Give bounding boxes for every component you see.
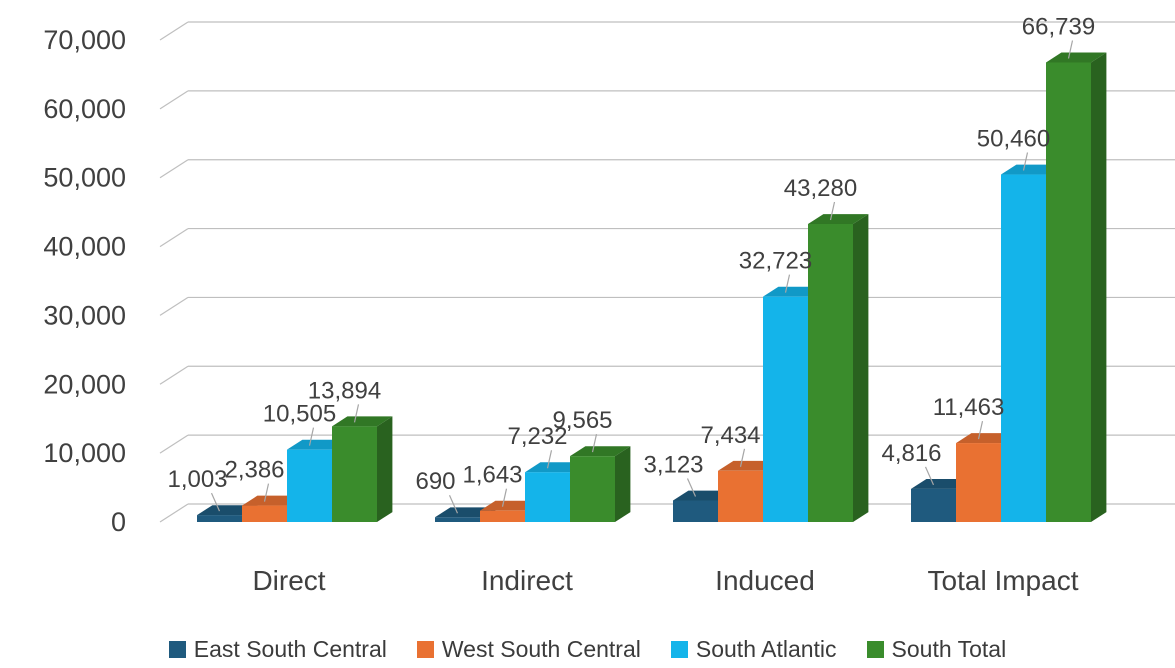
bar: [911, 488, 956, 522]
bar: [1001, 174, 1046, 522]
bar-top: [808, 214, 869, 224]
y-tick-label: 70,000: [43, 25, 126, 55]
bar-top: [332, 416, 393, 427]
data-label: 11,463: [933, 394, 1005, 421]
gridline-depth: [159, 21, 189, 41]
leader-line: [829, 201, 836, 221]
data-label: 690: [415, 468, 455, 495]
data-label: 10,505: [263, 401, 336, 428]
gridline-depth: [159, 228, 189, 248]
y-tick-label: 10,000: [43, 438, 126, 468]
data-label: 1,643: [462, 462, 522, 489]
data-label: 7,434: [700, 422, 760, 449]
y-tick-label: 20,000: [43, 369, 126, 399]
legend-label: West South Central: [441, 635, 641, 662]
legend-swatch: [416, 640, 434, 658]
x-tick-label: Indirect: [481, 565, 573, 596]
bar: [435, 517, 480, 522]
bar: [525, 472, 570, 522]
data-label: 1,003: [167, 466, 227, 493]
leader-line: [739, 448, 746, 467]
legend-item: East South Central: [168, 635, 387, 663]
leader-line: [924, 466, 935, 486]
legend-label: South Total: [891, 635, 1007, 662]
data-label: 32,723: [739, 248, 812, 275]
legend-label: South Atlantic: [695, 635, 837, 662]
leader-line: [591, 434, 598, 453]
bar: [1046, 62, 1091, 522]
bar: [956, 443, 1001, 522]
bar: [673, 500, 718, 522]
leader-line: [353, 404, 360, 423]
leader-line: [546, 450, 553, 469]
leader-line: [263, 483, 270, 502]
leader-line: [977, 420, 984, 440]
y-tick-label: 0: [111, 507, 126, 537]
bar: [808, 223, 853, 523]
legend-swatch: [866, 640, 884, 658]
x-tick-label: Induced: [715, 565, 815, 596]
x-axis-ticks: Direct Indirect Induced Total Impact: [252, 565, 1078, 596]
label-leader-lines: [210, 40, 1074, 514]
gridline-depth: [159, 159, 189, 179]
leader-line: [448, 495, 459, 514]
gridline-depth: [159, 296, 189, 316]
bar: [570, 456, 615, 522]
legend-item: West South Central: [416, 635, 641, 663]
legend-item: South Atlantic: [670, 635, 837, 663]
y-tick-label: 50,000: [43, 163, 126, 193]
bar-top: [1046, 52, 1107, 63]
data-label: 7,232: [507, 423, 567, 450]
data-label: 50,460: [977, 126, 1050, 153]
leader-line: [210, 492, 221, 512]
bar-side: [853, 214, 869, 522]
leader-line: [686, 478, 697, 497]
bar-side: [615, 446, 631, 522]
bar-side: [377, 416, 393, 522]
leader-line: [1022, 152, 1029, 171]
legend-swatch: [168, 640, 186, 658]
legend: East South Central West South Central Sout…: [0, 632, 1175, 666]
x-tick-label: Direct: [252, 565, 325, 596]
bar: [242, 505, 287, 522]
leader-line: [1067, 40, 1074, 59]
data-label: 9,565: [552, 407, 612, 434]
y-axis-ticks: 0 10,000 20,000 30,000 40,000 50,000 60,000 70,…: [43, 25, 126, 537]
bar: [763, 296, 808, 522]
bars: [197, 52, 1107, 523]
legend-item: South Total: [866, 635, 1007, 663]
bar: [718, 470, 763, 522]
bar: [332, 426, 377, 522]
bar-side: [1091, 52, 1107, 522]
bar-chart: 0 10,000 20,000 30,000 40,000 50,000 60,000 70,…: [43, 13, 1175, 596]
data-label: 13,894: [308, 377, 381, 404]
legend-swatch: [670, 640, 688, 658]
data-label: 2,386: [224, 457, 284, 484]
bar: [480, 510, 525, 522]
bar: [287, 449, 332, 522]
leader-line: [784, 274, 791, 293]
leader-line: [308, 427, 315, 446]
y-tick-label: 60,000: [43, 94, 126, 124]
x-tick-label: Total Impact: [928, 565, 1079, 596]
gridline-depth: [159, 90, 189, 110]
data-label: 3,123: [643, 451, 703, 478]
y-tick-label: 30,000: [43, 300, 126, 330]
gridline-depth: [159, 434, 189, 454]
gridline-depth: [159, 365, 189, 385]
y-tick-label: 40,000: [43, 232, 126, 262]
data-label: 66,739: [1022, 13, 1095, 40]
gridline-depth: [159, 503, 189, 523]
data-label: 4,816: [881, 440, 941, 467]
data-label: 43,280: [784, 175, 857, 202]
leader-line: [501, 488, 508, 507]
bar: [197, 515, 242, 522]
bar-top: [570, 446, 631, 457]
legend-label: East South Central: [193, 635, 387, 662]
